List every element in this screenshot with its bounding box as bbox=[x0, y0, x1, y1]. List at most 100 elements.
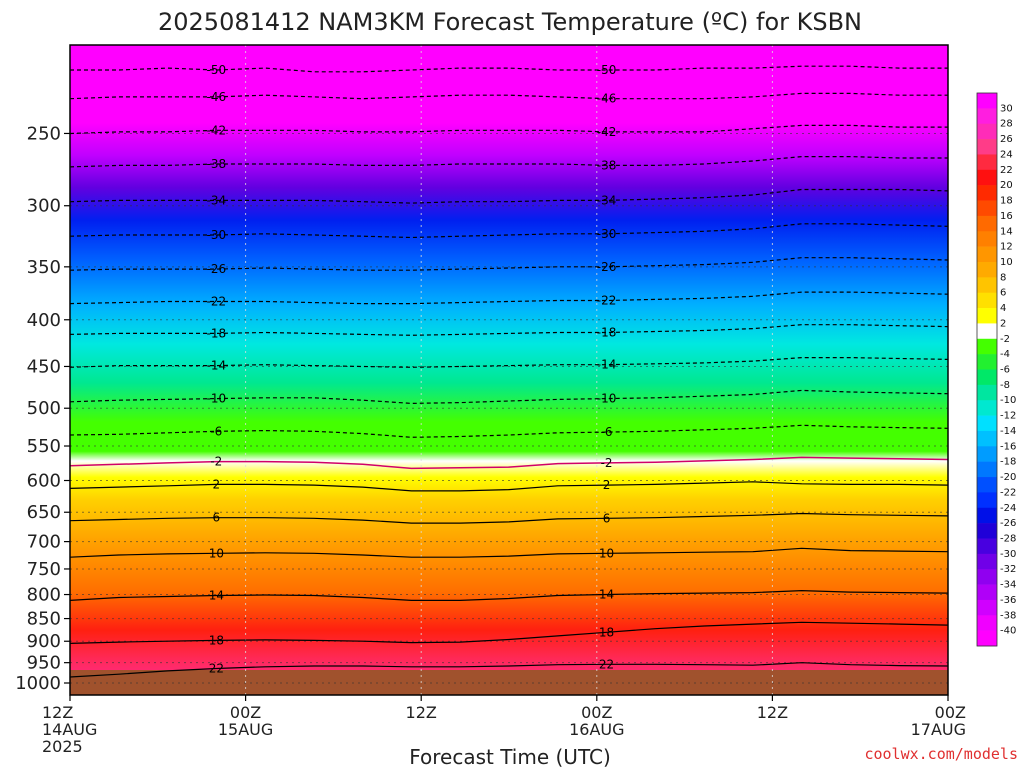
isotherm-label--22-0: -22 bbox=[207, 295, 227, 309]
colorbar-cell-29 bbox=[977, 538, 997, 555]
y-tick-label-500: 500 bbox=[27, 398, 61, 419]
colorbar-cell-3 bbox=[977, 139, 997, 155]
chart-title: 2025081412 NAM3KM Forecast Temperature (… bbox=[158, 8, 862, 36]
colorbar-label--22: -22 bbox=[1000, 487, 1016, 498]
isotherm-label--34-0: -34 bbox=[207, 193, 227, 207]
isotherm-label--30-0: -30 bbox=[207, 228, 227, 242]
y-tick-label-300: 300 bbox=[27, 196, 61, 217]
y-tick-label-700: 700 bbox=[27, 532, 61, 553]
colorbar-cell-23 bbox=[977, 446, 997, 462]
colorbar-cell-9 bbox=[977, 231, 997, 247]
isotherm-label--34-1: -34 bbox=[597, 193, 617, 207]
x-tick-label-0-1: 14AUG bbox=[42, 720, 97, 739]
colorbar-cell-16 bbox=[977, 338, 997, 355]
isotherm-label--18-0: -18 bbox=[207, 326, 227, 340]
colorbar-label-14: 14 bbox=[1000, 226, 1013, 237]
x-tick-label-0-0: 12Z bbox=[42, 703, 73, 722]
isotherm--14 bbox=[70, 357, 948, 368]
colorbar-label--38: -38 bbox=[1000, 610, 1016, 621]
isotherm--18 bbox=[70, 324, 948, 336]
colorbar-cell-30 bbox=[977, 553, 997, 570]
isotherm-label--38-1: -38 bbox=[597, 158, 617, 172]
isotherm-2 bbox=[70, 481, 948, 492]
colorbar-cell-24 bbox=[977, 461, 997, 478]
colorbar-label-16: 16 bbox=[1000, 211, 1013, 222]
x-tick-label-36-1: 16AUG bbox=[569, 720, 624, 739]
x-tick-label-12-0: 00Z bbox=[230, 703, 261, 722]
isotherm-contours: -50 -50-46 -46-42 -42-38 -38-34 -34-30 -30-26-… bbox=[70, 63, 948, 678]
y-tick-label-450: 450 bbox=[27, 356, 61, 377]
colorbar-cell-21 bbox=[977, 415, 997, 432]
x-tick-label-12-1: 15AUG bbox=[218, 720, 273, 739]
x-tick-label-0-2: 2025 bbox=[42, 737, 83, 756]
colorbar-label-26: 26 bbox=[1000, 134, 1013, 145]
isotherm-label--14-0: -14 bbox=[207, 359, 227, 373]
isotherm-label-10-0: 10 bbox=[209, 546, 224, 560]
colorbar-cell-25 bbox=[977, 477, 997, 493]
colorbar-cell-33 bbox=[977, 599, 997, 616]
y-tick-label-250: 250 bbox=[27, 123, 61, 144]
colorbar-label--4: -4 bbox=[1000, 349, 1010, 360]
isotherm-10 bbox=[70, 547, 948, 558]
colorbar-legend: 30 28 26 24 22 20 18 16 14 12 10 8 6 4 2 -2 -4 -6 -8 -10 -12… bbox=[976, 92, 1016, 647]
colorbar-label--8: -8 bbox=[1000, 380, 1010, 391]
x-tick-label-60-0: 00Z bbox=[935, 703, 966, 722]
colorbar-cell-13 bbox=[977, 292, 997, 309]
isotherm-label--46-0: -46 bbox=[207, 90, 227, 104]
isotherm-label-2-0: 2 bbox=[213, 477, 221, 491]
x-tick-label-48-0: 12Z bbox=[757, 703, 788, 722]
colorbar-cell-32 bbox=[977, 584, 997, 601]
isotherm-18 bbox=[70, 621, 948, 644]
colorbar-label--36: -36 bbox=[1000, 595, 1016, 606]
colorbar-label-18: 18 bbox=[1000, 196, 1013, 207]
isotherm-label--22-1: -22 bbox=[597, 293, 617, 307]
colorbar-label-20: 20 bbox=[1000, 180, 1013, 191]
isotherm-label--26-0: -26 bbox=[207, 262, 227, 276]
colorbar-cell-1 bbox=[977, 108, 997, 125]
colorbar-label--6: -6 bbox=[1000, 365, 1010, 376]
colorbar-label--18: -18 bbox=[1000, 457, 1016, 468]
colorbar-label--2: -2 bbox=[1000, 334, 1010, 345]
colorbar-cell-8 bbox=[977, 215, 997, 232]
colorbar-label-6: 6 bbox=[1000, 288, 1006, 299]
isotherm-label--10-0: -10 bbox=[207, 392, 227, 406]
colorbar-cell-7 bbox=[977, 200, 997, 217]
x-axis-label: Forecast Time (UTC) bbox=[409, 745, 611, 768]
y-tick-label-900: 900 bbox=[27, 631, 61, 652]
isotherm-label-6-0: 6 bbox=[213, 511, 221, 525]
colorbar-label-8: 8 bbox=[1000, 272, 1006, 283]
y-tick-label-400: 400 bbox=[27, 310, 61, 331]
isotherm-label--50-0: -50 bbox=[207, 63, 227, 77]
colorbar-cell-18 bbox=[977, 369, 997, 386]
y-tick-label-800: 800 bbox=[27, 585, 61, 606]
colorbar-label--24: -24 bbox=[1000, 503, 1016, 514]
colorbar-label-10: 10 bbox=[1000, 257, 1013, 268]
isotherm-6 bbox=[70, 512, 948, 524]
colorbar-cell-5 bbox=[977, 169, 997, 186]
isotherm-label--10-1: -10 bbox=[597, 392, 617, 406]
isotherm-label--6-1: -6 bbox=[601, 425, 613, 439]
isotherm-label-6-1: 6 bbox=[603, 511, 611, 525]
colorbar-frame bbox=[976, 92, 998, 647]
colorbar-label-28: 28 bbox=[1000, 119, 1013, 130]
isotherm-label--46-1: -46 bbox=[597, 92, 617, 106]
isotherm-label--2-1: -2 bbox=[601, 456, 613, 470]
y-tick-label-350: 350 bbox=[27, 257, 61, 278]
colorbar-cell-19 bbox=[977, 384, 997, 401]
plot-frame bbox=[69, 44, 949, 696]
isotherm-label--42-1: -42 bbox=[597, 125, 617, 139]
colorbar-label-12: 12 bbox=[1000, 242, 1013, 253]
isotherm-label-2-1: 2 bbox=[603, 478, 611, 492]
isotherm-label--26-1: -26 bbox=[597, 260, 617, 274]
isotherm-label-22-0: 22 bbox=[209, 661, 224, 675]
colorbar-label--32: -32 bbox=[1000, 564, 1016, 575]
isotherm-label--30-1: -30 bbox=[597, 227, 617, 241]
colorbar-label-22: 22 bbox=[1000, 165, 1013, 176]
colorbar-cell-17 bbox=[977, 354, 997, 370]
colorbar-cell-0 bbox=[977, 93, 997, 109]
colorbar-label--40: -40 bbox=[1000, 626, 1016, 637]
isotherm-label-14-0: 14 bbox=[209, 589, 224, 603]
isotherm-label-10-1: 10 bbox=[599, 546, 614, 560]
